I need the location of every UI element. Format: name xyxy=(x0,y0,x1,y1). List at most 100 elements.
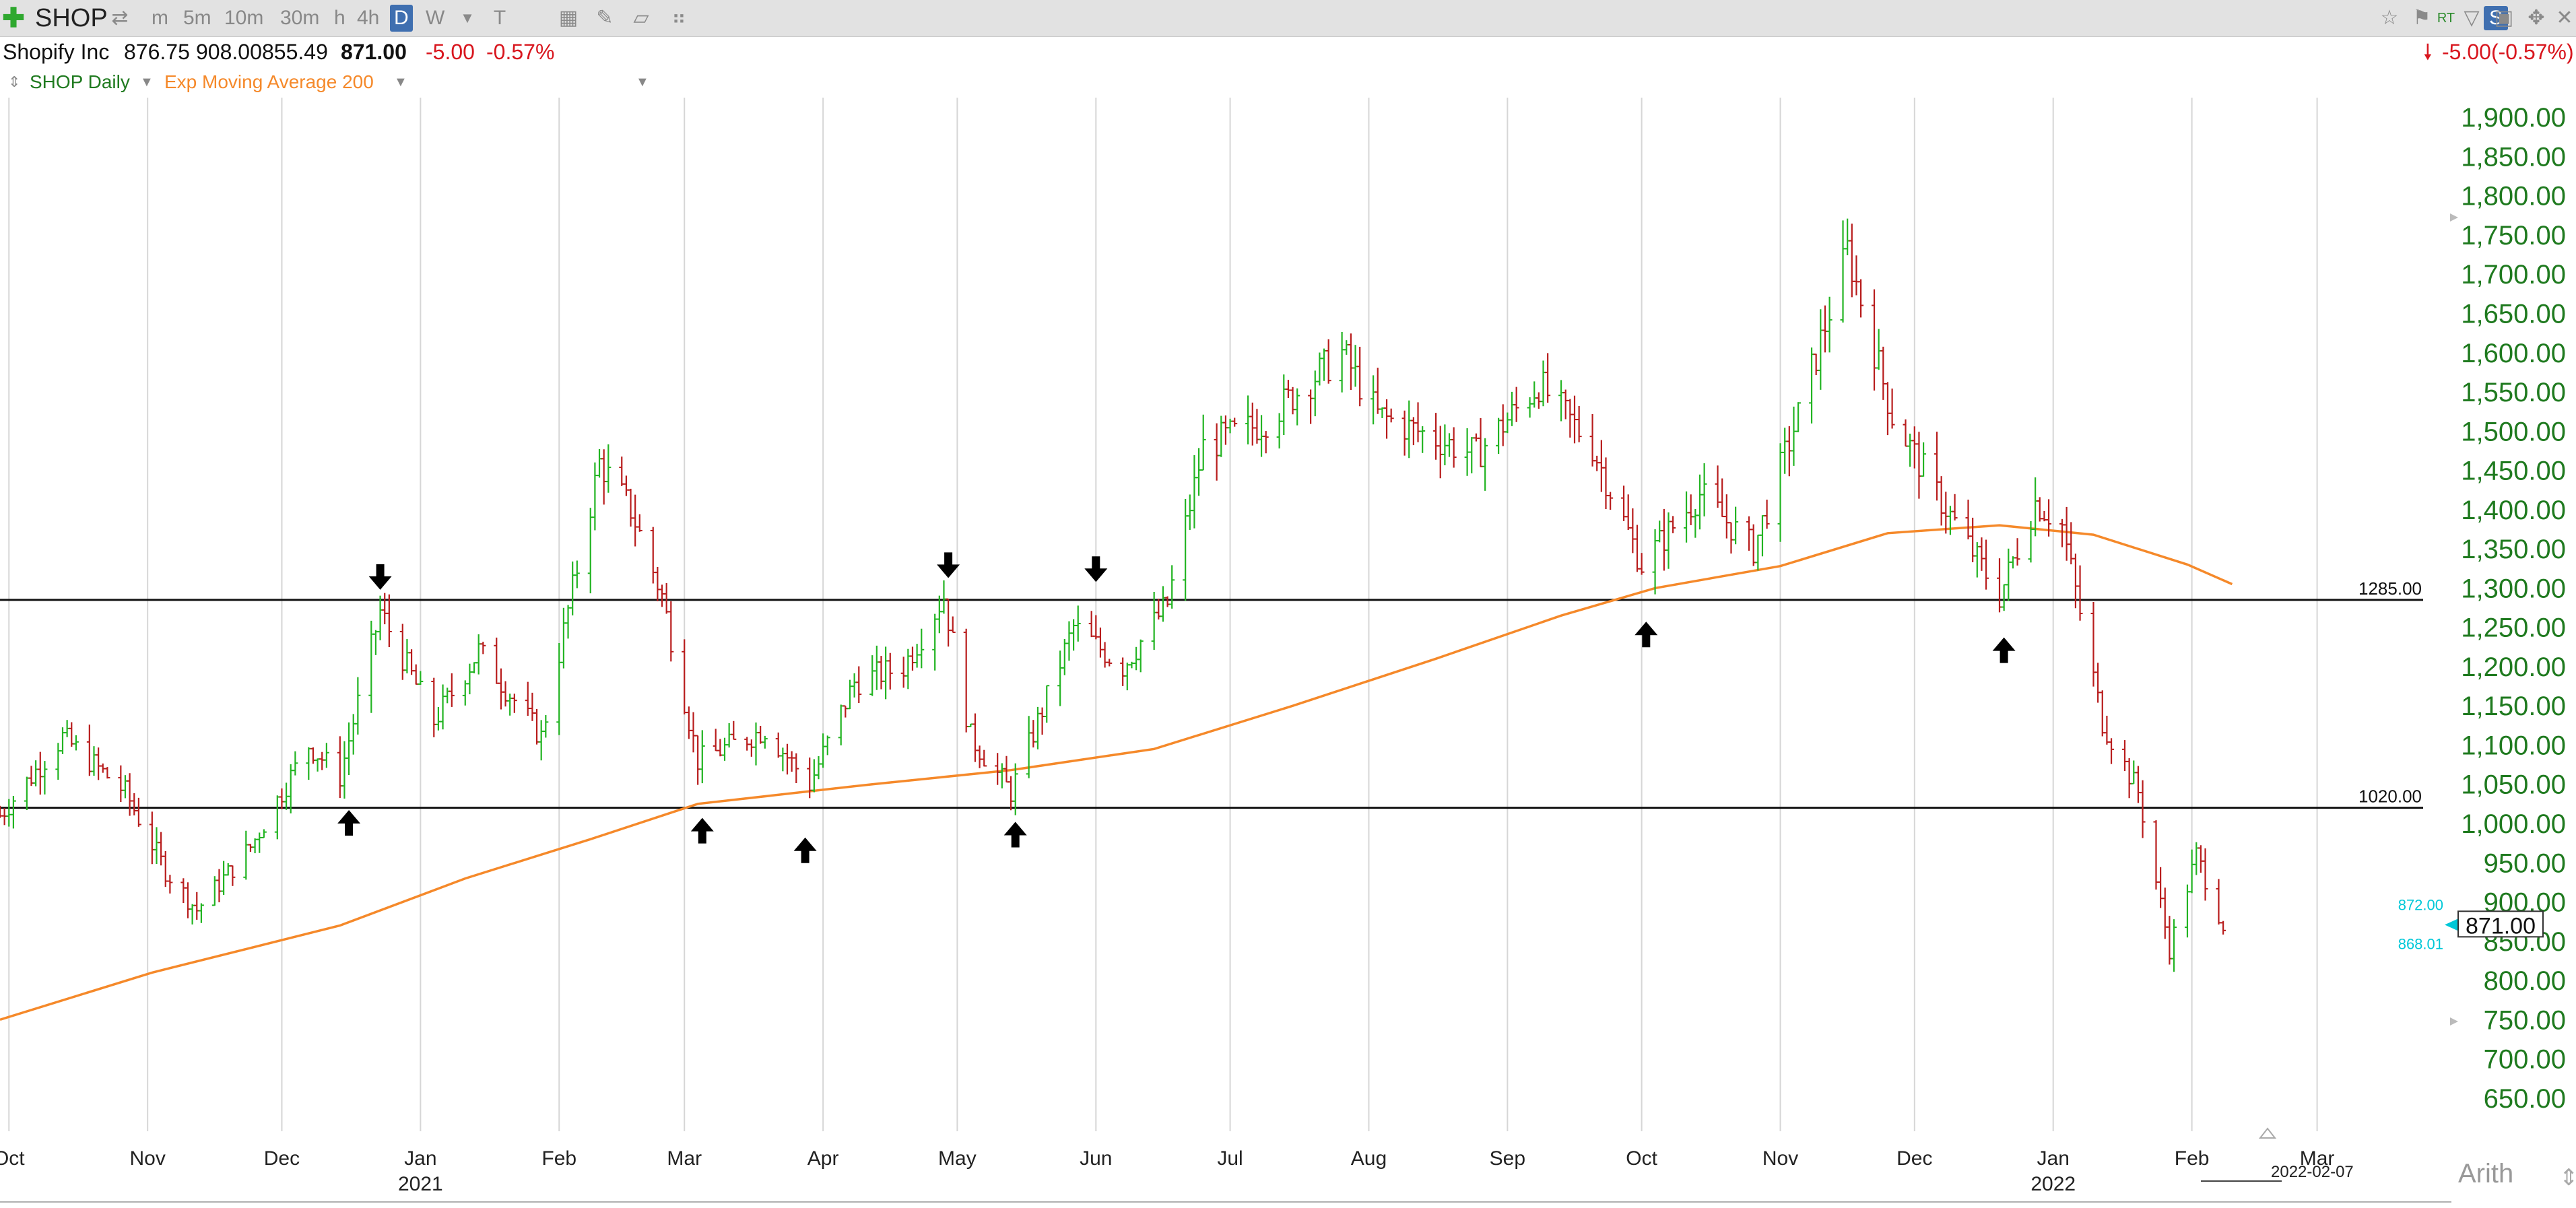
date-marker: 2022-02-07 xyxy=(2271,1163,2354,1181)
draw-icon[interactable]: ✎ xyxy=(596,7,614,29)
y-tick-label: 1,800.00 xyxy=(2461,182,2566,211)
interval-dropdown-icon[interactable]: ▼ xyxy=(460,9,475,26)
studies-icon[interactable]: ▦ xyxy=(558,7,579,29)
interval-h[interactable]: h xyxy=(334,7,345,29)
arrow-up-icon xyxy=(690,817,714,844)
x-tick-label: Feb xyxy=(541,1147,576,1170)
interval-4h[interactable]: 4h xyxy=(357,7,380,29)
arrow-up-icon xyxy=(1003,821,1027,848)
chevron-down-icon[interactable]: ▼ xyxy=(394,75,407,90)
settings-icon[interactable]: S xyxy=(2484,6,2508,30)
legend-indicator[interactable]: Exp Moving Average 200 xyxy=(164,71,374,92)
change-value: -5.00 xyxy=(426,40,475,64)
support-resistance-lines: 1285.00 1020.00 xyxy=(0,578,2423,809)
interval-30m[interactable]: 30m xyxy=(280,7,320,29)
price-high-label: 872.00 xyxy=(2398,896,2443,913)
interval-m[interactable]: m xyxy=(152,7,168,29)
scroll-handle-icon[interactable] xyxy=(2258,1127,2277,1139)
arrow-up-icon xyxy=(793,837,817,863)
interval-10m[interactable]: 10m xyxy=(224,7,264,29)
y-tick-label: 1,750.00 xyxy=(2461,221,2566,250)
x-tick-label: Apr xyxy=(807,1147,839,1170)
y-tick-label: 650.00 xyxy=(2484,1084,2566,1114)
close-icon[interactable]: ✕ xyxy=(2556,7,2573,29)
low-price: 855.49 xyxy=(262,40,328,64)
legend-series[interactable]: SHOP Daily xyxy=(30,71,130,92)
annotation-arrows xyxy=(337,552,2016,863)
y-tick-label: 1,850.00 xyxy=(2461,142,2566,172)
y-tick-label: 1,150.00 xyxy=(2461,692,2566,721)
grid xyxy=(8,98,2318,1131)
updown-icon: ⇕ xyxy=(8,73,21,90)
arrow-up-icon xyxy=(337,810,361,836)
price-low-label: 868.01 xyxy=(2398,935,2443,952)
y-tick-label: 750.00 xyxy=(2484,1005,2566,1035)
y-tick-label: 1,250.00 xyxy=(2461,613,2566,643)
x-tick-label: May xyxy=(938,1147,977,1170)
axis-pointer-icon xyxy=(2450,1017,2458,1026)
chevron-down-icon[interactable]: ▼ xyxy=(140,75,154,90)
company-name: Shopify Inc xyxy=(3,40,110,64)
link-icon[interactable]: ⇄ xyxy=(111,7,129,29)
interval-5m[interactable]: 5m xyxy=(183,7,211,29)
x-tick-label: Mar xyxy=(2300,1147,2335,1170)
star-icon[interactable]: ☆ xyxy=(2380,7,2399,29)
interval-d[interactable]: D xyxy=(390,5,413,32)
interval-w[interactable]: W xyxy=(426,7,445,29)
y-tick-label: 1,900.00 xyxy=(2461,103,2566,133)
share-icon[interactable]: ⠶ xyxy=(671,7,686,29)
y-tick-label: 1,550.00 xyxy=(2461,378,2566,407)
y-tick-label: 800.00 xyxy=(2484,966,2566,996)
x-tick-label: Mar xyxy=(667,1147,702,1170)
x-year-label: 2022 xyxy=(2030,1173,2076,1195)
right-change: -5.00(-0.57%) xyxy=(2442,40,2574,64)
flag-icon[interactable]: ⚑ xyxy=(2412,7,2431,29)
quote-bar: Shopify Inc 876.75 908.00 855.49 871.00 … xyxy=(0,36,2576,67)
save-icon[interactable]: ▣ xyxy=(2494,7,2514,29)
x-tick-label: Dec xyxy=(264,1147,300,1170)
y-tick-label: 1,450.00 xyxy=(2461,457,2566,486)
price-marker: 872.00 868.01 871.00 xyxy=(2398,896,2544,952)
last-price: 871.00 xyxy=(341,40,407,64)
last-price-label: 871.00 xyxy=(2466,913,2536,939)
change-percent: -0.57% xyxy=(486,40,555,64)
text-tool-icon[interactable]: T xyxy=(493,7,506,29)
x-tick-label: Jun xyxy=(1080,1147,1112,1170)
down-arrow-icon: 🠗 xyxy=(2423,40,2433,64)
filter-icon[interactable]: ▽ xyxy=(2464,7,2480,29)
level-label: 1285.00 xyxy=(2358,578,2422,599)
y-tick-label: 1,700.00 xyxy=(2461,260,2566,290)
y-tick-label: 1,650.00 xyxy=(2461,299,2566,329)
arrow-up-icon xyxy=(1634,622,1658,648)
y-tick-label: 1,350.00 xyxy=(2461,535,2566,564)
realtime-icon[interactable]: RT xyxy=(2437,11,2455,26)
toolbar: ✚ SHOP ⇄ m 5m 10m 30m h 4h D W ▼ T ▦ ✎ ▱… xyxy=(0,0,2576,37)
x-tick-label: Feb xyxy=(2175,1147,2210,1170)
add-icon[interactable]: ✚ xyxy=(2,3,25,33)
move-icon[interactable]: ✥ xyxy=(2528,7,2545,29)
layout-icon[interactable]: ▱ xyxy=(633,7,649,29)
x-tick-label: Jan xyxy=(2037,1147,2070,1170)
x-tick-label: Oct xyxy=(1626,1147,1657,1170)
arrow-down-icon xyxy=(368,564,392,590)
last-price-box xyxy=(2457,910,2544,938)
y-axis: 650.00700.00750.00800.00850.00900.00950.… xyxy=(2450,103,2566,1114)
x-axis: Oct Nov Dec Jan 2021 Feb Mar Apr May Jun Jul Aug Sep… xyxy=(0,1147,2334,1195)
resize-icon[interactable]: ⇕ xyxy=(2559,1165,2576,1190)
y-tick-label: 1,000.00 xyxy=(2461,809,2566,839)
arrow-down-icon xyxy=(937,552,960,578)
x-year-label: 2021 xyxy=(398,1173,443,1195)
ema-200-line xyxy=(0,524,2233,1021)
y-tick-label: 950.00 xyxy=(2484,848,2566,878)
arrow-up-icon xyxy=(1992,637,2016,663)
scale-mode[interactable]: Arith xyxy=(2458,1159,2513,1188)
chevron-down-icon[interactable]: ▼ xyxy=(636,75,649,90)
y-tick-label: 1,050.00 xyxy=(2461,770,2566,800)
y-tick-label: 700.00 xyxy=(2484,1045,2566,1075)
symbol-label[interactable]: SHOP xyxy=(35,4,108,32)
x-tick-label: Oct xyxy=(0,1147,25,1170)
x-tick-label: Jan xyxy=(404,1147,436,1170)
y-tick-label: 1,300.00 xyxy=(2461,574,2566,603)
level-label: 1020.00 xyxy=(2358,786,2422,807)
